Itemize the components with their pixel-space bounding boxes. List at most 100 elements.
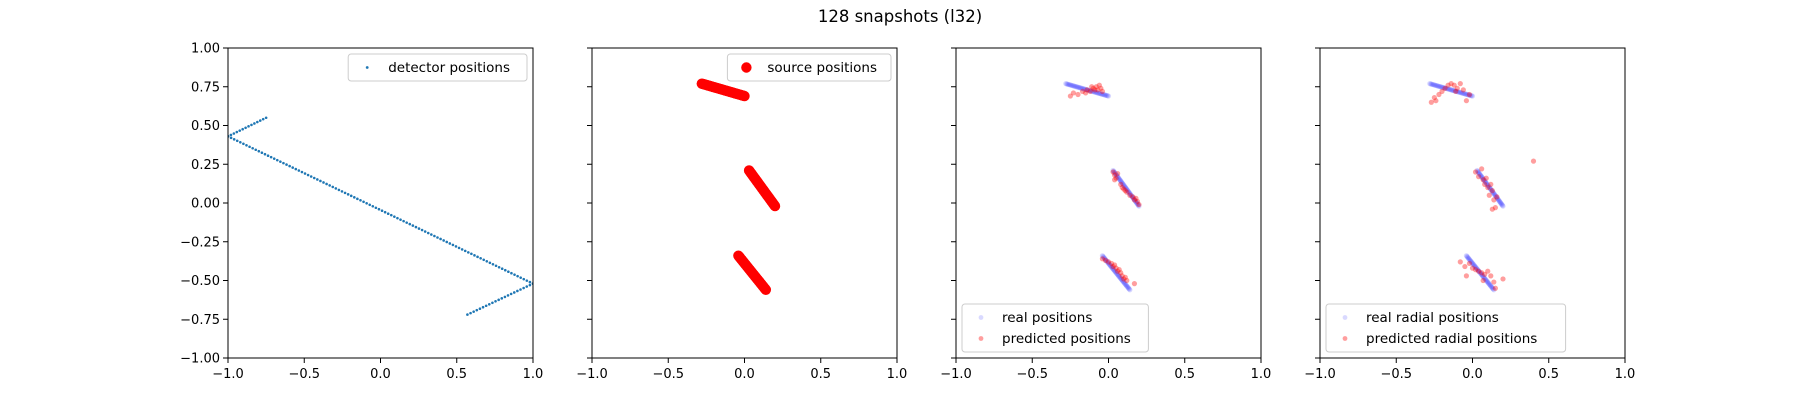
data-point bbox=[1463, 273, 1469, 279]
legend-box bbox=[961, 303, 1149, 353]
data-point bbox=[1465, 92, 1472, 98]
y-tick-label: −0.75 bbox=[180, 313, 220, 328]
data-point bbox=[1483, 180, 1489, 186]
data-point bbox=[1485, 280, 1492, 286]
data-point bbox=[1481, 275, 1488, 281]
data-point bbox=[423, 230, 427, 233]
data-point bbox=[1457, 81, 1463, 87]
data-point bbox=[460, 248, 464, 251]
data-point bbox=[1133, 200, 1140, 206]
data-point bbox=[306, 173, 310, 177]
x-tick-label: −1.0 bbox=[212, 367, 244, 382]
data-point bbox=[1098, 85, 1104, 91]
data-point bbox=[1086, 87, 1092, 94]
data-point bbox=[1481, 178, 1488, 184]
data-point bbox=[1115, 273, 1122, 279]
data-point bbox=[1119, 180, 1125, 186]
data-point bbox=[1099, 91, 1105, 97]
data-point bbox=[494, 300, 497, 303]
data-point bbox=[1458, 90, 1464, 96]
data-point bbox=[1074, 84, 1080, 90]
data-point bbox=[528, 280, 532, 284]
data-point bbox=[1491, 287, 1497, 293]
data-point bbox=[1445, 86, 1451, 92]
plot-area bbox=[696, 78, 781, 295]
panels: −1.0 −0.5 0.0 0.5 1.0 1.00 0.75 0.50 0.25 0.00 −0.… bbox=[180, 42, 1635, 383]
data-point bbox=[1112, 171, 1119, 177]
data-point bbox=[1107, 263, 1114, 269]
data-point bbox=[1483, 278, 1490, 284]
data-point bbox=[229, 133, 233, 137]
data-point bbox=[1490, 189, 1496, 196]
data-point bbox=[1117, 274, 1123, 280]
data-point bbox=[1099, 253, 1105, 259]
data-point bbox=[451, 243, 455, 247]
data-point bbox=[1126, 286, 1132, 292]
data-point bbox=[1113, 175, 1119, 181]
data-point bbox=[1479, 273, 1486, 279]
legend-box bbox=[1325, 303, 1567, 353]
data-point bbox=[241, 127, 244, 131]
data-point bbox=[1476, 268, 1482, 274]
data-point bbox=[1482, 178, 1488, 185]
data-point bbox=[1105, 259, 1112, 265]
data-point bbox=[1470, 261, 1476, 267]
data-point bbox=[1477, 269, 1483, 275]
data-point bbox=[288, 164, 291, 168]
y-tick-label: 0.75 bbox=[191, 80, 220, 95]
data-point bbox=[1491, 190, 1497, 196]
data-point bbox=[522, 277, 526, 281]
data-point bbox=[250, 123, 253, 127]
data-point bbox=[1479, 270, 1485, 276]
data-point bbox=[1085, 87, 1091, 93]
data-point bbox=[1436, 91, 1442, 98]
data-point bbox=[1122, 183, 1128, 190]
legend-box bbox=[726, 53, 892, 82]
data-point bbox=[1122, 281, 1128, 287]
x-tick-label: 0.0 bbox=[1098, 367, 1119, 382]
data-point bbox=[393, 215, 396, 218]
data-point bbox=[1466, 256, 1472, 262]
data-point bbox=[1126, 189, 1132, 196]
data-point bbox=[269, 155, 273, 159]
data-point bbox=[1451, 82, 1457, 88]
data-point bbox=[334, 187, 338, 190]
data-point bbox=[484, 304, 488, 308]
chart-panel-3: −1.0 −0.5 0.0 0.5 1.0 real positions predicted… bbox=[940, 47, 1271, 382]
data-point bbox=[1091, 89, 1097, 95]
data-point bbox=[445, 240, 449, 244]
data-point bbox=[1124, 186, 1130, 192]
y-tick-label: −1.00 bbox=[180, 352, 220, 367]
data-point bbox=[1127, 191, 1133, 197]
data-point bbox=[256, 120, 259, 124]
data-point bbox=[1469, 259, 1475, 265]
data-point bbox=[279, 160, 282, 163]
data-point bbox=[1111, 267, 1117, 273]
data-point bbox=[1132, 198, 1138, 204]
data-point bbox=[1131, 197, 1138, 203]
data-point bbox=[1128, 193, 1135, 199]
data-point bbox=[439, 237, 442, 241]
legend-label: predicted positions bbox=[1002, 331, 1131, 347]
data-point bbox=[1492, 285, 1498, 291]
data-point bbox=[1131, 281, 1138, 287]
data-point bbox=[1473, 265, 1480, 271]
data-point bbox=[1433, 82, 1439, 89]
data-point bbox=[1464, 253, 1470, 260]
data-point bbox=[1133, 195, 1139, 201]
data-point bbox=[1067, 93, 1073, 99]
data-point bbox=[433, 234, 436, 238]
data-point bbox=[1474, 167, 1480, 174]
data-point bbox=[1482, 276, 1488, 282]
data-point bbox=[1119, 278, 1126, 284]
x-tick-label: 0.0 bbox=[1462, 367, 1483, 382]
series-2 bbox=[1067, 82, 1142, 287]
data-point bbox=[1495, 196, 1501, 202]
data-point bbox=[1136, 203, 1142, 209]
data-point bbox=[229, 136, 233, 140]
y-tick-label: 0.00 bbox=[191, 197, 220, 212]
data-point bbox=[272, 157, 276, 160]
legend-marker bbox=[1342, 336, 1348, 341]
data-point bbox=[1492, 192, 1498, 198]
data-point bbox=[1105, 93, 1112, 99]
